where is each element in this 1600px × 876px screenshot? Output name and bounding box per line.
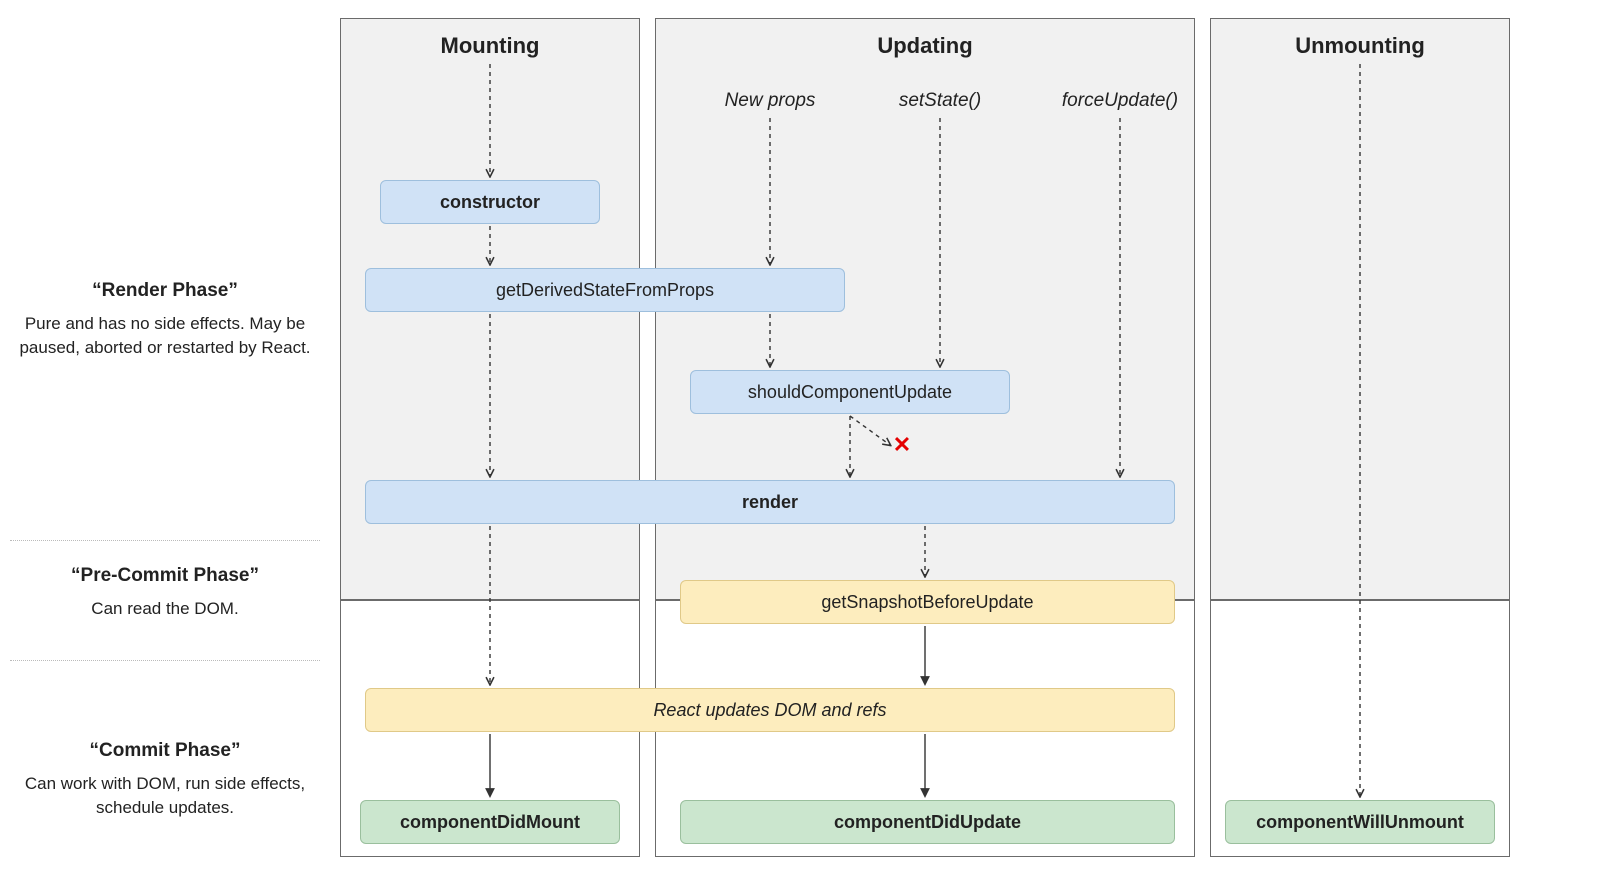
phase-desc: Pure and has no side effects. May be pau… [10, 312, 320, 360]
node-render: render [365, 480, 1175, 524]
column-unmounting: Unmounting [1210, 18, 1510, 600]
phase-title: “Render Phase” [10, 280, 320, 302]
phase-title: “Pre-Commit Phase” [10, 565, 320, 587]
column-header: Unmounting [1211, 19, 1509, 73]
column-header: Updating [656, 19, 1194, 73]
phase-desc: Can read the DOM. [10, 597, 320, 621]
node-componentdidupdate: componentDidUpdate [680, 800, 1175, 844]
node-componentwillunmount: componentWillUnmount [1225, 800, 1495, 844]
node-getderivedstatefromprops: getDerivedStateFromProps [365, 268, 845, 312]
phase-title: “Commit Phase” [10, 740, 320, 762]
node-react-updates-dom: React updates DOM and refs [365, 688, 1175, 732]
cross-icon: ✕ [893, 432, 911, 458]
phase-divider [10, 660, 320, 661]
phase-label-precommit: “Pre-Commit Phase” Can read the DOM. [10, 565, 320, 621]
phase-desc: Can work with DOM, run side effects, sch… [10, 772, 320, 820]
trigger-new-props: New props [690, 90, 850, 112]
node-getsnapshotbeforeupdate: getSnapshotBeforeUpdate [680, 580, 1175, 624]
node-shouldcomponentupdate: shouldComponentUpdate [690, 370, 1010, 414]
phase-divider [10, 540, 320, 541]
trigger-forceupdate: forceUpdate() [1040, 90, 1200, 112]
trigger-setstate: setState() [860, 90, 1020, 112]
node-componentdidmount: componentDidMount [360, 800, 620, 844]
phase-label-render: “Render Phase” Pure and has no side effe… [10, 280, 320, 360]
column-header: Mounting [341, 19, 639, 73]
lifecycle-diagram: “Render Phase” Pure and has no side effe… [0, 0, 1600, 876]
phase-label-commit: “Commit Phase” Can work with DOM, run si… [10, 740, 320, 820]
node-constructor: constructor [380, 180, 600, 224]
